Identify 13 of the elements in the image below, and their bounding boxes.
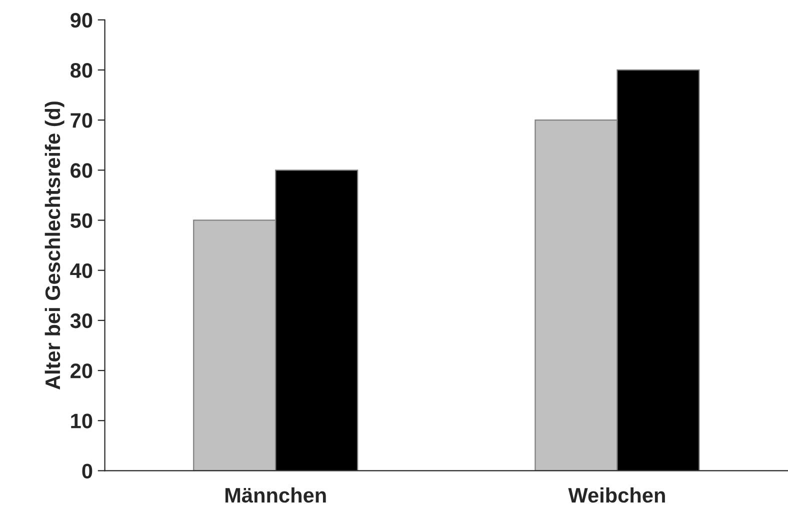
y-tick-label: 80 <box>70 62 92 78</box>
y-tick-label: 50 <box>70 213 92 228</box>
y-tick-label: 0 <box>82 464 92 478</box>
y-tick-label: 20 <box>70 364 92 378</box>
y-tick-label: 70 <box>70 113 92 128</box>
y-tick-label: 40 <box>70 263 92 278</box>
y-tick-label: 60 <box>70 163 92 178</box>
y-tick-label: 30 <box>70 313 92 328</box>
x-tick-label: Männchen <box>225 487 326 503</box>
y-tick-label: 90 <box>70 12 92 28</box>
y-axis-title: Alter bei Geschlechtsreife (d) <box>44 102 64 390</box>
y-tick-label: 10 <box>71 414 92 428</box>
x-tick-label: Weibchen <box>568 487 665 503</box>
